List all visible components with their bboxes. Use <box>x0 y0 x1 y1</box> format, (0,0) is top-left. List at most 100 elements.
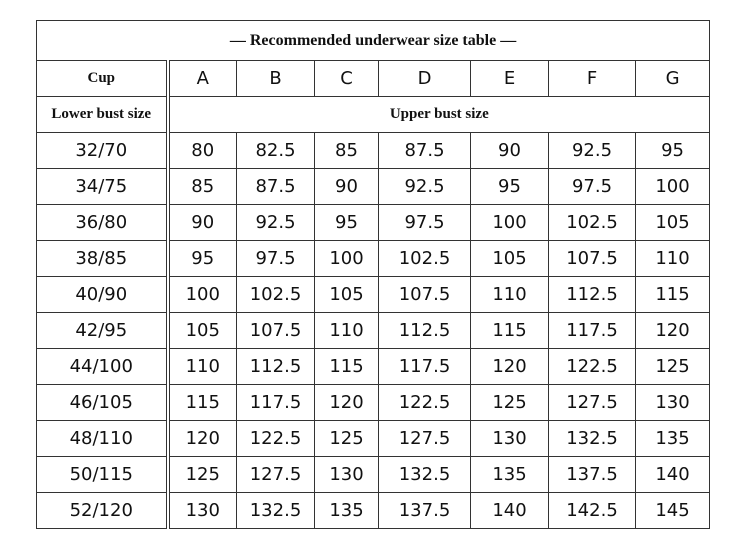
upper-bust-size: 102.5 <box>548 204 636 241</box>
upper-bust-size: 100 <box>470 204 549 241</box>
upper-bust-size: 110 <box>470 276 549 313</box>
upper-bust-size: 130 <box>634 384 711 421</box>
upper-bust-size: 110 <box>634 240 711 277</box>
cup-letter: E <box>470 60 549 97</box>
upper-bust-size: 90 <box>470 132 549 169</box>
table-body: — Recommended underwear size table — Cup… <box>35 20 711 529</box>
bust-header-row: Lower bust size Upper bust size <box>36 96 711 133</box>
upper-bust-size: 95 <box>314 204 379 241</box>
size-row: 50/115 125 127.5 130 132.5 135 137.5 140 <box>36 456 711 493</box>
upper-bust-size: 107.5 <box>548 240 636 277</box>
lower-bust-size: 42/95 <box>36 312 170 349</box>
upper-bust-size: 120 <box>470 348 549 385</box>
upper-bust-size: 130 <box>314 456 379 493</box>
upper-bust-size: 137.5 <box>548 456 636 493</box>
table-title: — Recommended underwear size table — <box>35 20 711 61</box>
upper-bust-size: 105 <box>167 312 237 349</box>
size-row: 36/80 90 92.5 95 97.5 100 102.5 105 <box>36 204 711 241</box>
upper-bust-size: 142.5 <box>548 492 636 529</box>
upper-bust-size: 120 <box>167 420 237 457</box>
size-table: — Recommended underwear size table — Cup… <box>35 20 711 529</box>
lower-bust-size: 38/85 <box>36 240 170 277</box>
upper-bust-size: 117.5 <box>378 348 471 385</box>
lower-bust-size: 46/105 <box>36 384 170 421</box>
upper-bust-size: 85 <box>167 168 237 205</box>
upper-bust-size: 95 <box>167 240 237 277</box>
upper-bust-size: 80 <box>167 132 237 169</box>
upper-bust-size: 135 <box>470 456 549 493</box>
upper-bust-size: 90 <box>167 204 237 241</box>
upper-bust-size: 125 <box>314 420 379 457</box>
size-row: 40/90 100 102.5 105 107.5 110 112.5 115 <box>36 276 711 313</box>
upper-bust-size: 115 <box>314 348 379 385</box>
size-row: 48/110 120 122.5 125 127.5 130 132.5 135 <box>36 420 711 457</box>
upper-bust-size: 102.5 <box>378 240 471 277</box>
size-row: 38/85 95 97.5 100 102.5 105 107.5 110 <box>36 240 711 277</box>
upper-bust-size: 92.5 <box>378 168 471 205</box>
upper-bust-size: 115 <box>470 312 549 349</box>
upper-bust-size: 127.5 <box>378 420 471 457</box>
lower-bust-label: Lower bust size <box>36 96 170 133</box>
size-row: 32/70 80 82.5 85 87.5 90 92.5 95 <box>36 132 711 169</box>
size-row: 44/100 110 112.5 115 117.5 120 122.5 125 <box>36 348 711 385</box>
cup-letter: A <box>167 60 237 97</box>
lower-bust-size: 52/120 <box>36 492 170 529</box>
upper-bust-size: 87.5 <box>378 132 471 169</box>
upper-bust-size: 110 <box>314 312 379 349</box>
upper-bust-size: 105 <box>314 276 379 313</box>
size-row: 46/105 115 117.5 120 122.5 125 127.5 130 <box>36 384 711 421</box>
lower-bust-size: 36/80 <box>36 204 170 241</box>
upper-bust-size: 145 <box>634 492 711 529</box>
upper-bust-size: 122.5 <box>548 348 636 385</box>
cup-label: Cup <box>36 60 170 97</box>
upper-bust-size: 125 <box>634 348 711 385</box>
upper-bust-size: 107.5 <box>236 312 315 349</box>
lower-bust-size: 32/70 <box>36 132 170 169</box>
upper-bust-size: 92.5 <box>236 204 315 241</box>
upper-bust-size: 120 <box>634 312 711 349</box>
upper-bust-size: 122.5 <box>236 420 315 457</box>
upper-bust-size: 130 <box>470 420 549 457</box>
upper-bust-size: 102.5 <box>236 276 315 313</box>
cup-letter: G <box>634 60 711 97</box>
upper-bust-size: 97.5 <box>236 240 315 277</box>
size-row: 34/75 85 87.5 90 92.5 95 97.5 100 <box>36 168 711 205</box>
upper-bust-size: 97.5 <box>378 204 471 241</box>
cup-letter: B <box>236 60 315 97</box>
upper-bust-size: 125 <box>470 384 549 421</box>
upper-bust-size: 105 <box>634 204 711 241</box>
lower-bust-size: 44/100 <box>36 348 170 385</box>
upper-bust-size: 132.5 <box>236 492 315 529</box>
lower-bust-size: 48/110 <box>36 420 170 457</box>
upper-bust-size: 110 <box>167 348 237 385</box>
cup-letter: D <box>378 60 471 97</box>
upper-bust-size: 95 <box>470 168 549 205</box>
cup-letter: F <box>548 60 636 97</box>
upper-bust-size: 135 <box>314 492 379 529</box>
upper-bust-size: 92.5 <box>548 132 636 169</box>
upper-bust-label: Upper bust size <box>166 96 711 133</box>
upper-bust-size: 90 <box>314 168 379 205</box>
upper-bust-size: 85 <box>314 132 379 169</box>
upper-bust-size: 127.5 <box>548 384 636 421</box>
title-row: — Recommended underwear size table — <box>35 20 711 61</box>
upper-bust-size: 115 <box>167 384 237 421</box>
upper-bust-size: 125 <box>167 456 237 493</box>
upper-bust-size: 122.5 <box>378 384 471 421</box>
upper-bust-size: 115 <box>634 276 711 313</box>
upper-bust-size: 117.5 <box>548 312 636 349</box>
upper-bust-size: 112.5 <box>378 312 471 349</box>
cup-header-row: Cup A B C D E F G <box>36 60 711 97</box>
cup-letter: C <box>314 60 379 97</box>
upper-bust-size: 117.5 <box>236 384 315 421</box>
upper-bust-size: 140 <box>470 492 549 529</box>
upper-bust-size: 100 <box>167 276 237 313</box>
upper-bust-size: 127.5 <box>236 456 315 493</box>
upper-bust-size: 132.5 <box>548 420 636 457</box>
lower-bust-size: 50/115 <box>36 456 170 493</box>
upper-bust-size: 112.5 <box>548 276 636 313</box>
upper-bust-size: 95 <box>634 132 711 169</box>
upper-bust-size: 112.5 <box>236 348 315 385</box>
upper-bust-size: 107.5 <box>378 276 471 313</box>
